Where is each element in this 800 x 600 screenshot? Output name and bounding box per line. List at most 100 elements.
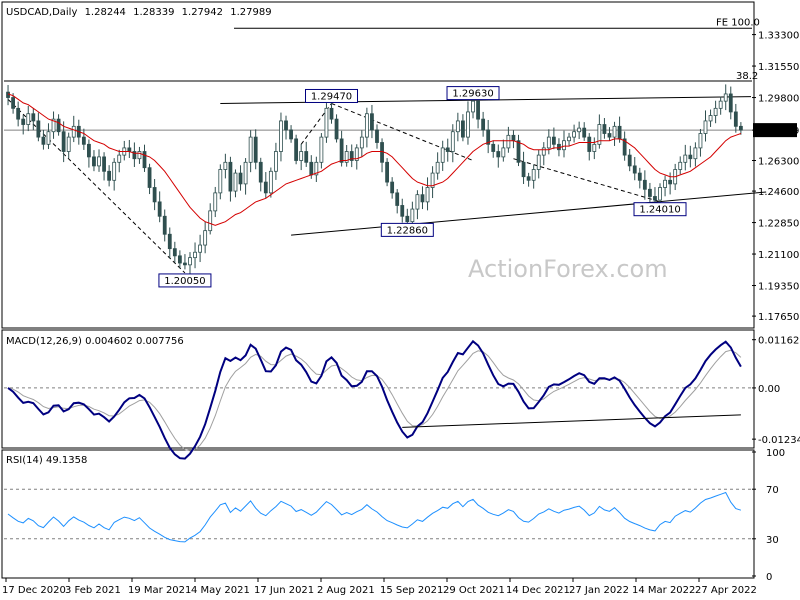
candle-body: [658, 187, 662, 201]
candle-body: [637, 172, 642, 181]
price-tick-label: 1.31550: [758, 62, 799, 73]
candle-body: [572, 131, 576, 138]
x-tick-label: 4 May 2021: [191, 585, 250, 596]
candle-body: [501, 147, 506, 158]
candle-body: [511, 134, 516, 142]
candle-body: [390, 181, 395, 194]
candle-body: [248, 136, 253, 163]
candle-body: [97, 156, 101, 167]
candle-body: [405, 215, 410, 223]
candle-body: [602, 124, 607, 134]
candle-body: [733, 111, 738, 127]
candle-body: [455, 120, 460, 133]
candle-body: [167, 233, 172, 250]
level-lines: FE 100.0 38.2: [4, 17, 760, 131]
candle-body: [274, 151, 278, 172]
price-tick-label: 1.19350: [758, 282, 799, 293]
candle-body: [228, 161, 233, 192]
x-tick-label: 17 Jun 2021: [254, 585, 314, 596]
candle-body: [61, 131, 66, 152]
candle-body: [329, 107, 334, 120]
candle-body: [471, 100, 475, 113]
candle-body: [612, 125, 617, 138]
candles: [6, 84, 743, 274]
ohlc-low: 1.27942: [182, 7, 223, 18]
candle-body: [268, 170, 273, 194]
candle-body: [203, 230, 208, 246]
price-panel-frame: [1, 1, 755, 329]
rsi-series: [4, 488, 752, 543]
candle-body: [668, 179, 673, 185]
price-tick-label: 1.21100: [758, 250, 799, 261]
candle-body: [263, 181, 268, 194]
price-annotation-label: 1.20050: [164, 276, 205, 287]
candle-body: [81, 136, 86, 145]
candle-body: [284, 120, 288, 131]
rsi-tick-label: 70: [766, 485, 779, 496]
x-tick-label: 3 Feb 2021: [65, 585, 121, 596]
candle-body: [420, 194, 425, 203]
candle-body: [208, 210, 213, 232]
candle-body: [582, 127, 587, 138]
candle-body: [622, 138, 627, 156]
candle-body: [466, 111, 470, 138]
candle-body: [117, 154, 122, 163]
candle-body: [233, 172, 238, 192]
candle-body: [693, 147, 698, 160]
candle-body: [289, 129, 293, 140]
candle-body: [16, 107, 21, 120]
candle-body: [142, 151, 147, 169]
candle-body: [157, 201, 162, 217]
candle-body: [375, 129, 379, 143]
candle-body: [294, 138, 299, 161]
candle-body: [31, 113, 36, 122]
macd-tick-label: 0.011629: [758, 336, 800, 347]
macd-panel-frame: [1, 329, 755, 449]
candle-body: [506, 134, 511, 149]
x-tick-label: 27 Apr 2022: [695, 585, 757, 596]
candle-body: [177, 255, 182, 264]
candle-body: [445, 147, 450, 152]
candle-body: [344, 151, 349, 163]
candle-body: [6, 91, 10, 98]
candle-body: [147, 167, 152, 188]
candle-body: [102, 156, 106, 172]
candle-body: [683, 154, 688, 163]
price-annotation-label: 1.29630: [452, 89, 493, 100]
candle-body: [551, 136, 556, 145]
last-price-badge: [753, 123, 797, 138]
candle-body: [546, 136, 551, 149]
candle-body: [688, 154, 693, 160]
candle-body: [243, 161, 248, 185]
fe-level-label: FE 100.0: [716, 17, 760, 28]
macd-tick-label: 0.00: [758, 384, 780, 395]
candle-body: [87, 143, 91, 158]
candle-body: [385, 161, 389, 183]
candle-body: [678, 161, 683, 170]
y-axes: 1.33300 1.31550 1.29800 1.27989 1.26300 1.246…: [752, 31, 800, 583]
candle-body: [107, 170, 112, 181]
x-tick-label: 14 Mar 2022: [632, 585, 695, 596]
price-annotation-box: [305, 88, 359, 103]
candle-body: [92, 156, 96, 167]
candle-body: [708, 115, 713, 122]
ma-line: [7, 93, 742, 226]
macd-series: [4, 339, 752, 460]
candle-body: [21, 118, 26, 125]
candle-body: [11, 97, 15, 109]
trendline: [291, 191, 767, 236]
candle-body: [410, 208, 415, 223]
candle-body: [172, 248, 177, 257]
price-tick-label: 1.26300: [758, 157, 799, 168]
candle-body: [364, 113, 369, 138]
candle-body: [132, 151, 137, 160]
watermark: ActionForex.com: [468, 255, 668, 283]
candle-body: [258, 161, 263, 183]
candle-body: [56, 118, 61, 133]
candle-body: [213, 192, 218, 212]
candle-body: [334, 118, 339, 140]
annotations: 1.20050 1.29470 1.22860 1.29630 1.24010: [158, 86, 687, 288]
candle-body: [41, 136, 46, 145]
candle-body: [279, 120, 283, 152]
